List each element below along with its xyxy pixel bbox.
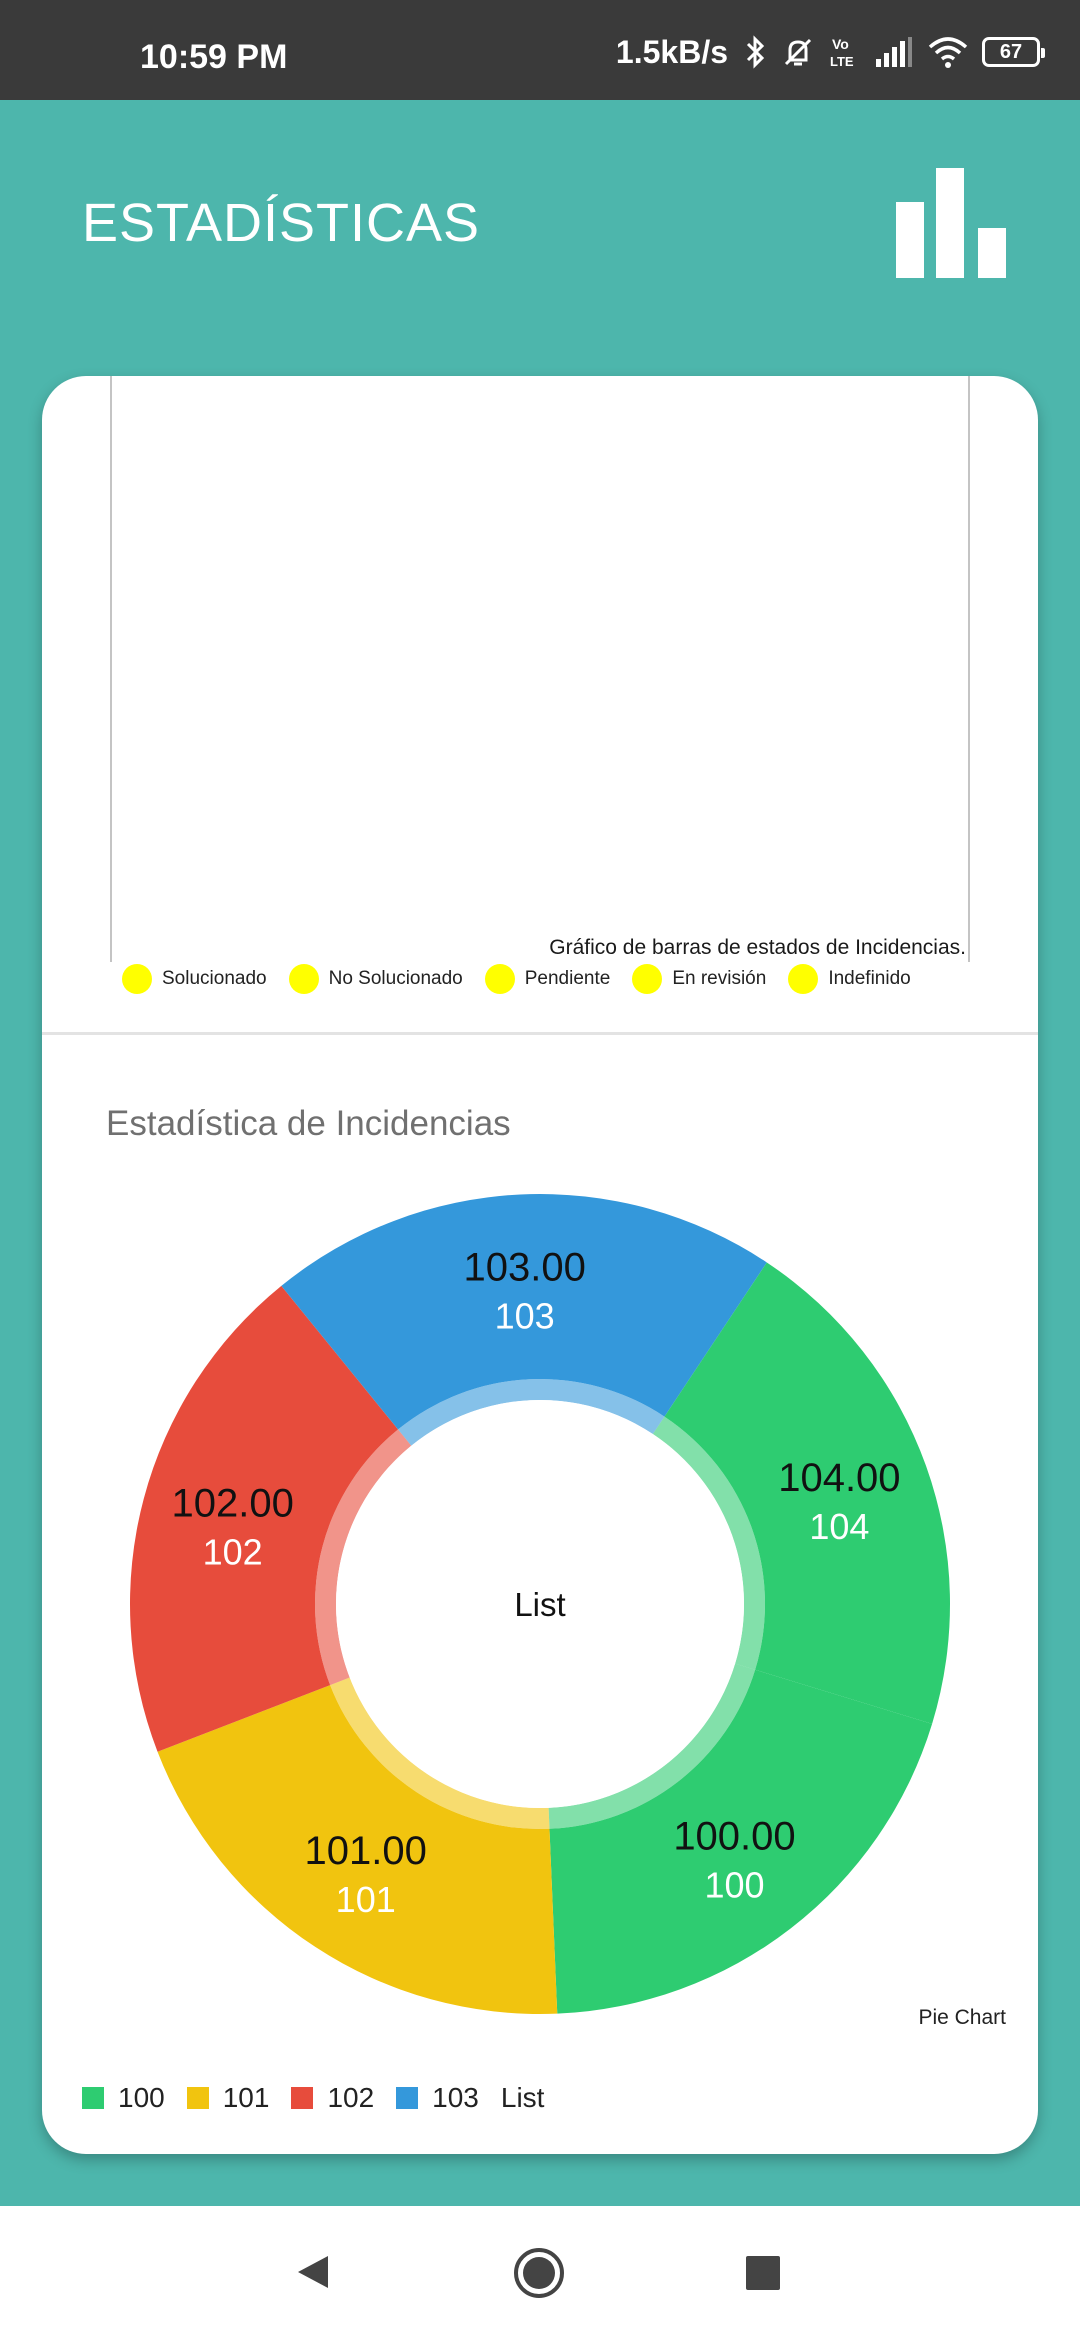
legend-label: 100 xyxy=(118,2082,165,2114)
pie-category-label: 103 xyxy=(495,1295,555,1336)
volte-icon: Vo LTE xyxy=(828,34,862,70)
status-icons: 1.5kB/s Vo LTE 67 xyxy=(616,30,1040,74)
pie-category-label: 100 xyxy=(704,1865,764,1906)
pie-legend-item-list: List xyxy=(501,2082,545,2114)
svg-text:Vo: Vo xyxy=(832,36,849,52)
pie-category-label: 102 xyxy=(203,1531,263,1572)
pie-value-label: 104.00 xyxy=(778,1456,900,1500)
bluetooth-icon xyxy=(744,34,768,70)
legend-label: 103 xyxy=(432,2082,479,2114)
legend-swatch xyxy=(396,2087,418,2109)
battery-icon: 67 xyxy=(982,37,1040,67)
signal-icon xyxy=(874,35,914,69)
legend-swatch xyxy=(291,2087,313,2109)
statistics-card: Gráfico de barras de estados de Incidenc… xyxy=(42,376,1038,2154)
bar-chart-icon[interactable] xyxy=(896,168,1006,278)
pie-value-label: 101.00 xyxy=(305,1829,427,1873)
home-icon[interactable] xyxy=(512,2246,566,2300)
pie-chart-legend: 100 101 102 103 List xyxy=(82,2082,566,2114)
pie-legend-item-103: 103 xyxy=(396,2082,479,2114)
pie-value-label: 103.00 xyxy=(463,1245,585,1289)
pie-category-label: 101 xyxy=(336,1879,396,1920)
pie-chart: 100.00 100 101.00 101 102.00 102 103.00 103 104.… xyxy=(42,376,1038,2154)
navigation-bar xyxy=(0,2206,1080,2340)
status-bar: 10:59 PM 1.5kB/s Vo LTE 67 xyxy=(0,0,1080,100)
pie-legend-item-100: 100 xyxy=(82,2082,165,2114)
network-speed: 1.5kB/s xyxy=(616,34,728,71)
pie-chart-caption: Pie Chart xyxy=(918,2006,1006,2030)
legend-label: 102 xyxy=(327,2082,374,2114)
legend-swatch xyxy=(187,2087,209,2109)
pie-legend-item-101: 101 xyxy=(187,2082,270,2114)
legend-swatch xyxy=(82,2087,104,2109)
mute-icon xyxy=(780,34,816,70)
svg-text:LTE: LTE xyxy=(830,54,854,69)
recents-icon[interactable] xyxy=(746,2256,780,2290)
pie-legend-item-102: 102 xyxy=(291,2082,374,2114)
status-time: 10:59 PM xyxy=(140,38,287,77)
wifi-icon xyxy=(926,35,970,69)
back-icon[interactable] xyxy=(294,2252,334,2292)
pie-center-label: List xyxy=(514,1586,565,1623)
page-title: ESTADÍSTICAS xyxy=(82,192,480,254)
pie-value-label: 100.00 xyxy=(673,1815,795,1859)
legend-label: 101 xyxy=(223,2082,270,2114)
pie-value-label: 102.00 xyxy=(171,1481,293,1525)
legend-label: List xyxy=(501,2082,545,2114)
pie-category-label: 104 xyxy=(809,1506,869,1547)
